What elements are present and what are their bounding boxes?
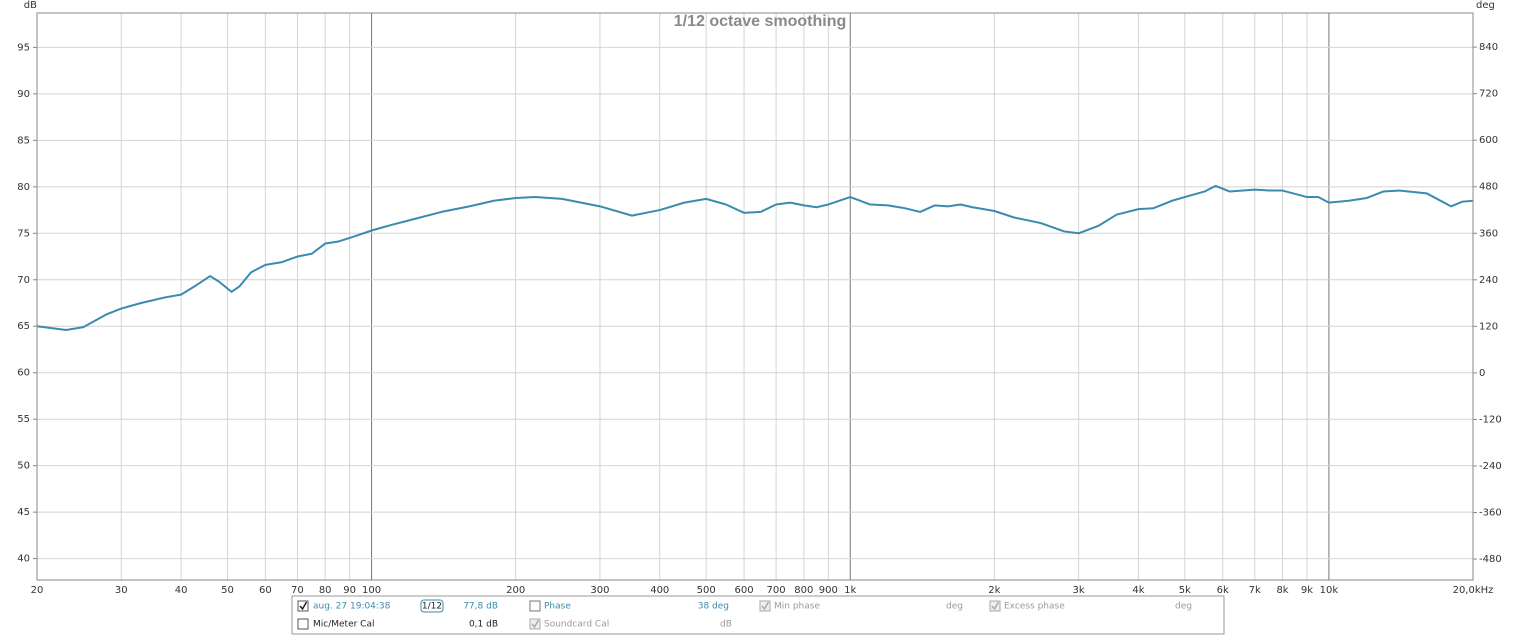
y2-tick-label: 720 bbox=[1479, 89, 1498, 100]
y2-tick-label: -360 bbox=[1479, 508, 1502, 519]
x-tick-label: 50 bbox=[221, 585, 234, 596]
y2-tick-label: 120 bbox=[1479, 321, 1498, 332]
excess-phase-unit: deg bbox=[1175, 602, 1192, 612]
y-axis-label: dB bbox=[24, 0, 37, 11]
y-tick-label: 40 bbox=[17, 554, 30, 565]
y2-tick-label: 600 bbox=[1479, 135, 1498, 146]
x-tick-label: 90 bbox=[343, 585, 356, 596]
x-tick-label: 1k bbox=[844, 585, 856, 596]
x-tick-label: 70 bbox=[291, 585, 304, 596]
y2-tick-label: 840 bbox=[1479, 42, 1498, 53]
y-tick-label: 60 bbox=[17, 368, 30, 379]
control-panel: aug. 27 19:04:38 1/12 77,8 dB Phase 38 d… bbox=[291, 595, 1225, 635]
excess-phase-label[interactable]: Excess phase bbox=[1004, 602, 1065, 612]
panel-border bbox=[291, 595, 1225, 635]
y-tick-label: 45 bbox=[17, 507, 30, 518]
x-tick-label: 100 bbox=[362, 585, 381, 596]
x-tick-label: 800 bbox=[794, 585, 813, 596]
y2-axis-label: deg bbox=[1476, 0, 1495, 11]
x-tick-label: 40 bbox=[175, 585, 188, 596]
min-phase-label[interactable]: Min phase bbox=[774, 602, 820, 612]
y-tick-label: 70 bbox=[17, 275, 30, 286]
y-tick-label: 65 bbox=[17, 321, 30, 332]
checkbox[interactable] bbox=[759, 600, 771, 612]
checkbox[interactable] bbox=[297, 618, 309, 630]
y-tick-label: 95 bbox=[17, 42, 30, 53]
checkbox[interactable] bbox=[529, 600, 541, 612]
grid bbox=[36, 13, 1474, 580]
series-line bbox=[36, 184, 1474, 331]
checkmark bbox=[991, 601, 1000, 611]
x-tick-label: 600 bbox=[735, 585, 754, 596]
marks bbox=[36, 184, 1474, 331]
x-tick-label: 10k bbox=[1320, 585, 1339, 596]
checkmark bbox=[299, 601, 308, 611]
mic-cal-label[interactable]: Mic/Meter Cal bbox=[313, 620, 374, 630]
x-tick-label: 60 bbox=[259, 585, 272, 596]
x-tick-label: 6k bbox=[1217, 585, 1229, 596]
checkbox[interactable] bbox=[989, 600, 1001, 612]
smoothing-label: 1/12 bbox=[422, 602, 442, 612]
series-name[interactable]: aug. 27 19:04:38 bbox=[313, 602, 391, 612]
x-tick-label: 900 bbox=[819, 585, 838, 596]
x-tick-label: 7k bbox=[1249, 585, 1261, 596]
chart-title: 1/12 octave smoothing bbox=[674, 13, 847, 30]
y2-tick-label: 360 bbox=[1479, 228, 1498, 239]
y-tick-label: 50 bbox=[17, 461, 30, 472]
x-tick-label: 4k bbox=[1132, 585, 1144, 596]
x-tick-label: 3k bbox=[1073, 585, 1085, 596]
level-readout: 77,8 dB bbox=[463, 602, 498, 612]
smoothing-button[interactable] bbox=[420, 599, 444, 613]
x-tick-label: 500 bbox=[697, 585, 716, 596]
x-tick-label: 700 bbox=[767, 585, 786, 596]
y-tick-label: 75 bbox=[17, 228, 30, 239]
y-tick-label: 55 bbox=[17, 414, 30, 425]
soundcard-cal-label[interactable]: Soundcard Cal bbox=[544, 620, 609, 630]
y2-tick-label: -240 bbox=[1479, 461, 1502, 472]
checkmark bbox=[761, 601, 770, 611]
y-tick-label: 90 bbox=[17, 89, 30, 100]
x-tick-label: 9k bbox=[1301, 585, 1313, 596]
y2-tick-label: 480 bbox=[1479, 182, 1498, 193]
x-tick-label: 400 bbox=[650, 585, 669, 596]
min-phase-unit: deg bbox=[946, 602, 963, 612]
checkbox[interactable] bbox=[297, 600, 309, 612]
plot-border bbox=[36, 12, 1474, 581]
y-tick-label: 85 bbox=[17, 135, 30, 146]
y2-tick-label: -480 bbox=[1479, 554, 1502, 565]
x-tick-label: 30 bbox=[115, 585, 128, 596]
x-tick-label: 20 bbox=[31, 585, 44, 596]
x-tick-label: 8k bbox=[1276, 585, 1288, 596]
x-tick-label: 20,0kHz bbox=[1453, 585, 1494, 596]
y2-tick-label: -120 bbox=[1479, 414, 1502, 425]
checkmark bbox=[531, 619, 540, 629]
x-tick-label: 80 bbox=[319, 585, 332, 596]
phase-label[interactable]: Phase bbox=[544, 602, 571, 612]
x-tick-label: 5k bbox=[1179, 585, 1191, 596]
soundcard-cal-unit: dB bbox=[720, 620, 732, 630]
x-tick-label: 300 bbox=[590, 585, 609, 596]
x-tick-label: 2k bbox=[988, 585, 1000, 596]
y2-tick-label: 240 bbox=[1479, 275, 1498, 286]
mic-cal-readout: 0,1 dB bbox=[469, 620, 498, 630]
y2-tick-label: 0 bbox=[1479, 368, 1485, 379]
checkbox[interactable] bbox=[529, 618, 541, 630]
plot-area bbox=[37, 13, 1473, 580]
y-tick-label: 80 bbox=[17, 182, 30, 193]
x-tick-label: 200 bbox=[506, 585, 525, 596]
phase-readout: 38 deg bbox=[698, 602, 729, 612]
